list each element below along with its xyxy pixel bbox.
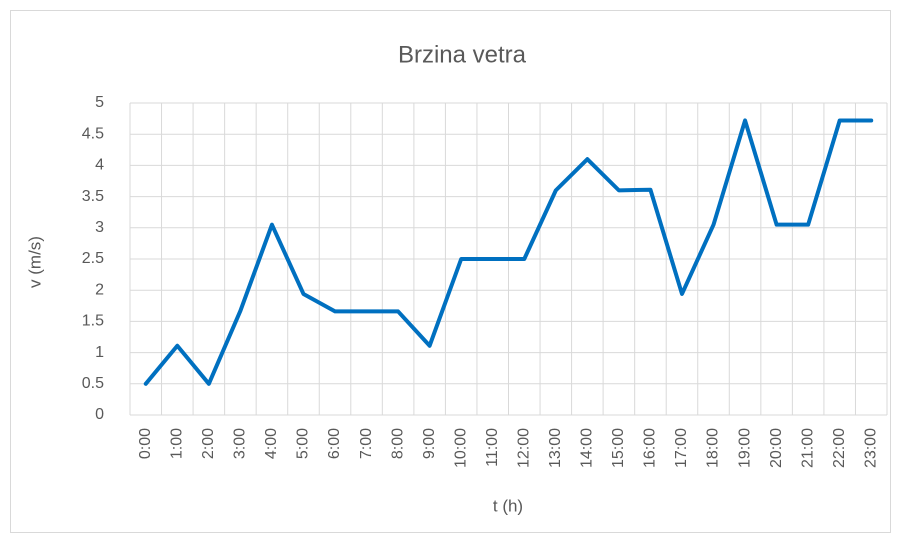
x-tick-label: 1:00 <box>169 428 186 459</box>
x-tick-label: 0:00 <box>137 428 154 459</box>
x-tick-label: 5:00 <box>295 428 312 459</box>
x-tick-label: 14:00 <box>579 428 596 468</box>
x-tick-label: 7:00 <box>358 428 375 459</box>
y-tick-label: 1.5 <box>82 313 104 330</box>
chart-title: Brzina vetra <box>398 41 527 68</box>
x-tick-label: 8:00 <box>389 428 406 459</box>
y-tick-label: 3 <box>95 219 104 236</box>
x-tick-label: 19:00 <box>736 428 753 468</box>
x-tick-label: 20:00 <box>768 428 785 468</box>
x-tick-label: 17:00 <box>673 428 690 468</box>
x-tick-label: 9:00 <box>421 428 438 459</box>
x-tick-label: 18:00 <box>705 428 722 468</box>
x-tick-label: 4:00 <box>263 428 280 459</box>
y-axis-label: v (m/s) <box>25 236 44 288</box>
y-tick-label: 5 <box>95 94 104 111</box>
x-tick-label: 16:00 <box>642 428 659 468</box>
y-tick-label: 0 <box>95 406 104 423</box>
x-tick-label: 6:00 <box>326 428 343 459</box>
y-tick-label: 4 <box>95 157 104 174</box>
x-tick-label: 15:00 <box>610 428 627 468</box>
y-tick-label: 2.5 <box>82 250 104 267</box>
x-tick-label: 22:00 <box>831 428 848 468</box>
x-tick-label: 2:00 <box>200 428 217 459</box>
y-tick-label: 3.5 <box>82 188 104 205</box>
y-tick-label: 2 <box>95 281 104 298</box>
y-tick-label: 4.5 <box>82 125 104 142</box>
data-line <box>143 118 874 386</box>
x-tick-label: 3:00 <box>232 428 249 459</box>
y-tick-label: 0.5 <box>82 375 104 392</box>
x-axis-label: t (h) <box>493 496 523 515</box>
x-tick-label: 21:00 <box>799 428 816 468</box>
y-tick-label: 1 <box>95 344 104 361</box>
chart-border <box>10 10 891 533</box>
x-tick-label: 11:00 <box>484 428 501 467</box>
x-tick-label: 10:00 <box>452 428 469 468</box>
x-tick-label: 23:00 <box>862 428 879 468</box>
x-tick-label: 12:00 <box>515 428 532 468</box>
x-tick-label: 13:00 <box>547 428 564 468</box>
